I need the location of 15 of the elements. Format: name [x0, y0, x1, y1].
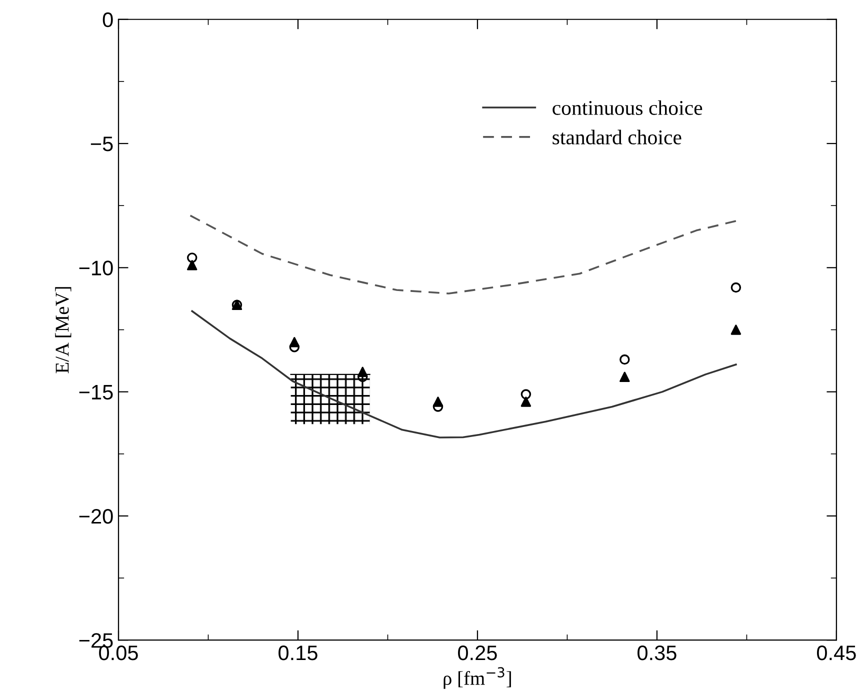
y-tick-label: 0	[102, 12, 113, 28]
y-tick-label: −5	[90, 136, 113, 152]
y-tick-label: −15	[79, 385, 113, 400]
legend-label: standard choice	[552, 130, 682, 144]
x-tick-label: 0.05	[99, 646, 138, 660]
x-tick-label: 0.25	[458, 646, 497, 660]
x-axis-title: ρ [fm$^{−3}$]	[444, 667, 511, 689]
x-tick-label: 0.35	[638, 646, 676, 660]
y-tick-label: −10	[79, 260, 113, 276]
y-tick-label: −25	[79, 633, 113, 648]
y-axis-title: E/A [MeV]	[55, 287, 72, 374]
x-tick-label: 0.15	[278, 646, 318, 660]
x-tick-label: 0.45	[816, 646, 856, 660]
legend-label: continuous choice	[552, 100, 702, 115]
y-tick-label: −20	[79, 508, 113, 524]
